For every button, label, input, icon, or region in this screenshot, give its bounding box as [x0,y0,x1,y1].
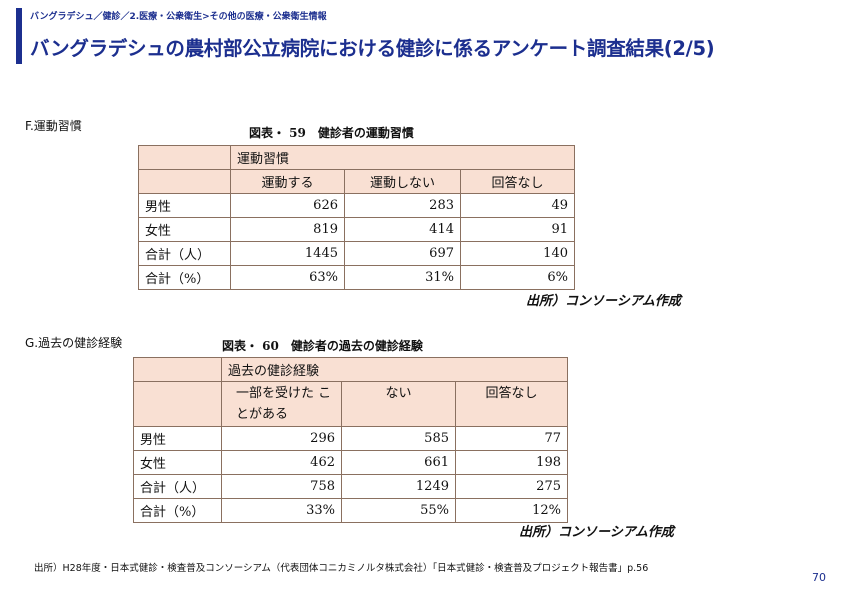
table-column-header-row: 一部を受けた ことがある ない 回答なし [133,381,568,427]
table-cell: 63% [230,265,345,290]
table-row: 女性 819 414 91 [138,217,575,242]
table-cell: 462 [221,450,342,475]
table-cell: 283 [344,193,461,218]
footer-source-note: 出所）H28年度・日本式健診・検査普及コンソーシアム（代表団体コニカミノルタ株式… [34,563,649,574]
table-cell: 275 [455,474,568,499]
table-cell: 414 [344,217,461,242]
table-row: 合計（人） 1445 697 140 [138,241,575,266]
column-header: 回答なし [455,381,568,427]
table-cell: 585 [341,426,456,451]
section-f-label: F.運動習慣 [25,119,82,133]
row-label: 合計（人） [138,241,231,266]
table-cell: 91 [460,217,575,242]
table-cell: 31% [344,265,461,290]
column-header: 運動する [230,169,345,194]
past-checkup-table: 過去の健診経験 一部を受けた ことがある ない 回答なし 男性 296 585 … [133,357,568,523]
table-corner-cell [138,169,231,194]
table-cell: 140 [460,241,575,266]
table-cell: 77 [455,426,568,451]
table-cell: 6% [460,265,575,290]
table-cell: 626 [230,193,345,218]
group-header: 運動習慣 [230,145,575,170]
figure-60-caption: 図表・ 60 健診者の過去の健診経験 [222,339,423,353]
row-label: 女性 [133,450,222,475]
table-cell: 296 [221,426,342,451]
page-title: バングラデシュの農村部公立病院における健診に係るアンケート調査結果(2/5) [30,37,715,60]
table-cell: 198 [455,450,568,475]
table-corner-cell [133,357,222,382]
column-header: 一部を受けた ことがある [221,381,342,427]
table-cell: 819 [230,217,345,242]
row-label: 合計（人） [133,474,222,499]
table-row: 合計（人） 758 1249 275 [133,474,568,499]
table-header-row: 運動習慣 [138,145,575,170]
row-label: 女性 [138,217,231,242]
group-header: 過去の健診経験 [221,357,568,382]
table-header-row: 過去の健診経験 [133,357,568,382]
row-label: 男性 [138,193,231,218]
table-cell: 1445 [230,241,345,266]
table-cell: 697 [344,241,461,266]
figure-60-source: 出所）コンソーシアム作成 [519,525,674,540]
row-label: 合計（%） [138,265,231,290]
breadcrumb: バングラデシュ／健診／2.医療・公衆衛生>その他の医療・公衆衛生情報 [30,12,327,22]
row-label: 合計（%） [133,498,222,523]
table-row: 男性 296 585 77 [133,426,568,451]
table-row: 女性 462 661 198 [133,450,568,475]
table-cell: 1249 [341,474,456,499]
table-row: 男性 626 283 49 [138,193,575,218]
table-cell: 758 [221,474,342,499]
column-header: 運動しない [344,169,461,194]
table-cell: 12% [455,498,568,523]
table-corner-cell [138,145,231,170]
section-g-label: G.過去の健診経験 [25,336,123,350]
table-corner-cell [133,381,222,427]
table-cell: 55% [341,498,456,523]
column-header: ない [341,381,456,427]
table-row: 合計（%） 33% 55% 12% [133,498,568,523]
table-row: 合計（%） 63% 31% 6% [138,265,575,290]
table-cell: 33% [221,498,342,523]
row-label: 男性 [133,426,222,451]
title-accent-bar [16,8,22,64]
figure-59-caption: 図表・ 59 健診者の運動習慣 [249,126,414,140]
figure-59-source: 出所）コンソーシアム作成 [526,294,681,309]
table-column-header-row: 運動する 運動しない 回答なし [138,169,575,194]
table-cell: 49 [460,193,575,218]
exercise-habit-table: 運動習慣 運動する 運動しない 回答なし 男性 626 283 49 女性 81… [138,145,575,290]
column-header: 回答なし [460,169,575,194]
page-number: 70 [812,571,826,584]
table-cell: 661 [341,450,456,475]
